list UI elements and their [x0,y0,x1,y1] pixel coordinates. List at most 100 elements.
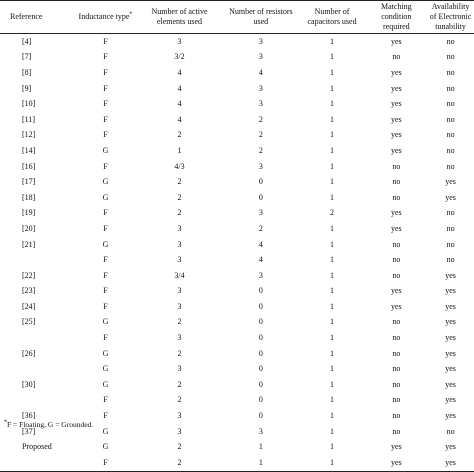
cell-matching-condition: no [392,270,401,280]
header-inductance-marker: * [129,11,133,18]
header-inductance-type: Inductance type* [75,0,136,34]
cell-matching-condition: no [392,161,401,171]
cell-matching-condition: no [392,379,401,389]
cell-inductance-type: G [102,317,109,327]
cell-matching-condition: no [392,317,401,327]
cell-electronic-tunability: no [446,223,455,233]
cell-reference: [22] [22,270,36,280]
cell-matching-condition: yes [390,301,402,311]
cell-matching-condition: no [392,364,401,374]
cell-active-elements: 3 [177,301,182,311]
cell-reference [0,330,75,346]
cell-electronic-tunability: no [446,114,455,124]
cell-matching-condition: yes [390,208,402,218]
table-row: [12] F 2 2 1 yes no [0,128,474,144]
cell-reference: [24] [22,301,36,311]
cell-resistors: 1 [258,442,263,452]
cell-reference: [21] [22,239,36,249]
cell-matching-condition: no [392,52,401,62]
cell-electronic-tunability: no [446,255,455,265]
table-header: Reference Inductance type* Number of act… [0,0,474,34]
cell-resistors: 0 [258,395,263,405]
cell-matching-condition: no [392,411,401,421]
cell-resistors: 0 [258,192,263,202]
cell-inductance-type: F [103,301,108,311]
cell-capacitors: 1 [330,223,335,233]
cell-capacitors: 1 [330,67,335,77]
cell-resistors: 1 [223,455,299,472]
cell-matching-condition: no [392,192,401,202]
cell-electronic-tunability: yes [445,364,456,374]
cell-electronic-tunability: no [446,145,455,155]
cell-reference [0,455,76,472]
cell-matching-condition: no [392,177,401,187]
cell-active-elements: 4 [177,67,182,77]
cell-active-elements: 3 [177,239,182,249]
cell-active-elements: 2 [177,395,182,405]
cell-inductance-type: F [103,83,108,93]
cell-electronic-tunability: no [446,426,455,436]
cell-resistors: 0 [258,177,263,187]
cell-resistors: 0 [258,411,263,421]
cell-reference: [9] [22,83,32,93]
cell-active-elements: 2 [177,442,182,452]
cell-inductance-type: F [103,411,108,421]
cell-matching-condition: no [392,255,401,265]
cell-capacitors: 1 [330,145,335,155]
cell-resistors: 0 [258,379,263,389]
cell-matching-condition: no [392,333,401,343]
table-row: [26] G 2 0 1 no yes [0,346,474,362]
cell-matching-condition: no [392,426,401,436]
cell-active-elements: 3 [177,286,182,296]
cell-capacitors: 1 [330,161,335,171]
cell-capacitors: 1 [330,379,335,389]
cell-active-elements: 2 [177,379,182,389]
cell-inductance-type: F [103,36,108,46]
cell-electronic-tunability: yes [445,348,456,358]
cell-active-elements: 2 [177,192,182,202]
cell-active-elements: 1 [177,145,182,155]
table-row: [20] F 3 2 1 yes no [0,221,474,237]
cell-matching-condition: yes [390,99,402,109]
cell-electronic-tunability: no [446,83,455,93]
header-reference: Reference [0,0,76,34]
cell-resistors: 0 [258,317,263,327]
cell-resistors: 0 [258,301,263,311]
table-row: [14] G 1 2 1 yes no [0,143,474,159]
table-row: [10] F 4 3 1 yes no [0,96,474,112]
table-row: F 3 4 1 no no [0,252,474,268]
cell-electronic-tunability: no [446,36,455,46]
cell-active-elements: 3/2 [174,52,185,62]
cell-capacitors: 1 [330,348,335,358]
cell-electronic-tunability: yes [445,192,456,202]
cell-capacitors: 1 [330,442,335,452]
cell-inductance-type: G [102,348,109,358]
cell-active-elements: 3 [177,364,182,374]
header-active-elements: Number of active elements used [135,0,224,34]
cell-resistors: 3 [258,270,263,280]
cell-inductance-type: F [103,333,108,343]
cell-active-elements: 4 [177,83,182,93]
cell-resistors: 0 [258,333,263,343]
cell-electronic-tunability: yes [445,270,456,280]
cell-capacitors: 1 [330,99,335,109]
cell-inductance-type: F [103,67,108,77]
cell-resistors: 4 [258,255,263,265]
table-row: [16] F 4/3 3 1 no no [0,159,474,175]
table-row: [24] F 3 0 1 yes yes [0,299,474,315]
cell-electronic-tunability: no [446,99,455,109]
table-row: [23] F 3 0 1 yes yes [0,284,474,300]
cell-capacitors: 1 [330,83,335,93]
cell-matching-condition: yes [390,114,402,124]
cell-electronic-tunability: no [446,52,455,62]
cell-active-elements: 3 [177,411,182,421]
cell-electronic-tunability: yes [445,177,456,187]
table-row: Proposed G 2 1 1 yes yes [0,439,474,455]
cell-inductance-type: F [103,161,108,171]
cell-matching-condition: no [392,395,401,405]
cell-capacitors: 1 [330,426,335,436]
cell-capacitors: 1 [330,364,335,374]
table-row: [4] F 3 3 1 yes no [0,34,474,50]
footnote-text: F = Floating, G = Grounded. [7,420,94,429]
table-row: [25] G 2 0 1 no yes [0,315,474,331]
